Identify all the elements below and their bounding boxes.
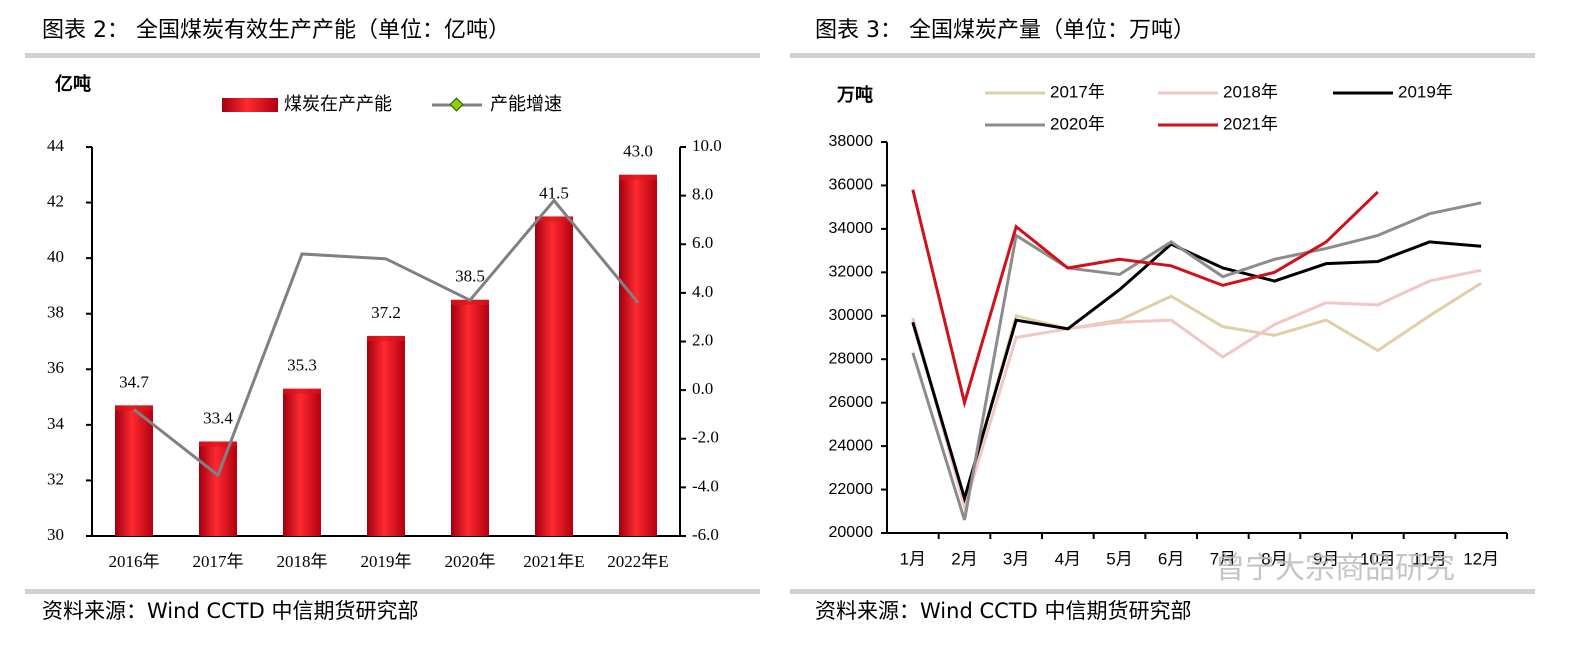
x-tick-label: 2020年 [445,552,496,571]
x-tick-label: 4月 [1055,549,1081,568]
x-tick-label: 2016年 [109,552,160,571]
y2-tick-label: 10.0 [692,136,722,155]
series-line [911,201,1482,521]
x-tick-label: 3月 [1003,549,1029,568]
y-tick-label: 44 [47,136,65,155]
legend-label: 2018年 [1223,82,1278,101]
data-label: 38.5 [455,267,485,286]
bar-top [115,405,153,411]
data-label: 33.4 [203,408,233,427]
x-tick-label: 2018年 [277,552,328,571]
bar-top [451,299,489,305]
y2-tick-label: 4.0 [692,282,713,301]
data-label: 37.2 [371,303,401,322]
x-tick-label: 1月 [900,549,926,568]
y2-tick-label: -6.0 [692,525,719,544]
x-tick-label: 12月 [1463,549,1499,568]
y-tick-label: 30000 [829,307,874,324]
y-tick-label: 34000 [829,220,874,237]
source: 资料来源：Wind CCTD 中信期货研究部 [815,599,1191,623]
bar [535,216,573,536]
y-tick-label: 32000 [829,264,874,281]
y-tick-label: 30 [47,525,64,544]
x-tick-label: 2019年 [361,552,412,571]
legend-label: 煤炭在产产能 [284,94,392,114]
data-label: 35.3 [287,356,317,375]
source: 资料来源：Wind CCTD 中信期货研究部 [42,599,418,623]
legend-label: 2021年 [1223,114,1278,133]
series-line [911,240,1482,504]
y-tick-label: 32 [47,469,64,488]
y2-tick-label: -4.0 [692,476,719,495]
bar-top [367,335,405,341]
y2-tick-label: 6.0 [692,233,713,252]
y-tick-label: 26000 [829,394,874,411]
bar-top [619,174,657,180]
watermark: 曾宁大宗商品研究 [1215,552,1455,585]
bar [115,405,153,536]
x-tick-label: 10月 [1360,549,1396,568]
x-tick-label: 5月 [1106,549,1132,568]
y-tick-label: 28000 [829,350,874,367]
x-tick-label: 2月 [951,549,977,568]
growth-line [133,198,640,478]
data-label: 34.7 [119,372,149,391]
y-tick-label: 22000 [829,481,874,498]
x-tick-label: 6月 [1158,549,1184,568]
y-tick-label: 38000 [829,133,874,150]
title: 图表 3： 全国煤炭产量（单位：万吨） [815,18,1195,43]
y2-tick-label: 0.0 [692,379,713,398]
bar-top [199,441,237,447]
y-axis-label: 万吨 [836,84,873,105]
legend-swatch [222,98,278,112]
legend-label: 2017年 [1050,82,1105,101]
bar [199,441,237,536]
bar-top [283,388,321,394]
bar [283,388,321,536]
footer-rule [790,589,1535,594]
bar [451,299,489,536]
bar [367,335,405,536]
y-tick-label: 36000 [829,177,874,194]
data-label: 41.5 [539,183,569,202]
y-tick-label: 36 [47,358,64,377]
y-axis-label: 亿吨 [55,73,91,94]
footer-rule [25,589,760,594]
y-tick-label: 42 [47,191,64,210]
y-tick-label: 24000 [829,437,874,454]
x-tick-label: 11月 [1412,549,1447,568]
header-rule [790,53,1535,58]
series-line [911,268,1482,513]
bar [619,174,657,537]
y-tick-label: 40 [47,247,64,266]
y2-tick-label: 2.0 [692,330,713,349]
x-tick-label: 8月 [1261,549,1287,568]
series-line [911,189,1379,409]
y2-tick-label: 8.0 [692,185,713,204]
bar-top [535,216,573,222]
data-label: 43.0 [623,142,653,161]
x-tick-label: 2021年E [523,552,584,571]
y-tick-label: 34 [47,414,65,433]
title: 图表 2： 全国煤炭有效生产产能（单位：亿吨） [42,18,510,43]
y2-tick-label: -2.0 [692,428,719,447]
legend-label: 2020年 [1050,114,1105,133]
x-tick-label: 2022年E [607,552,668,571]
y-tick-label: 20000 [829,524,874,541]
legend-label: 产能增速 [490,94,562,114]
y-tick-label: 38 [47,303,64,322]
x-tick-label: 7月 [1210,549,1236,568]
legend-marker [449,97,464,112]
x-tick-label: 9月 [1313,549,1339,568]
header-rule [25,53,760,58]
legend-label: 2019年 [1398,82,1453,101]
x-tick-label: 2017年 [193,552,244,571]
